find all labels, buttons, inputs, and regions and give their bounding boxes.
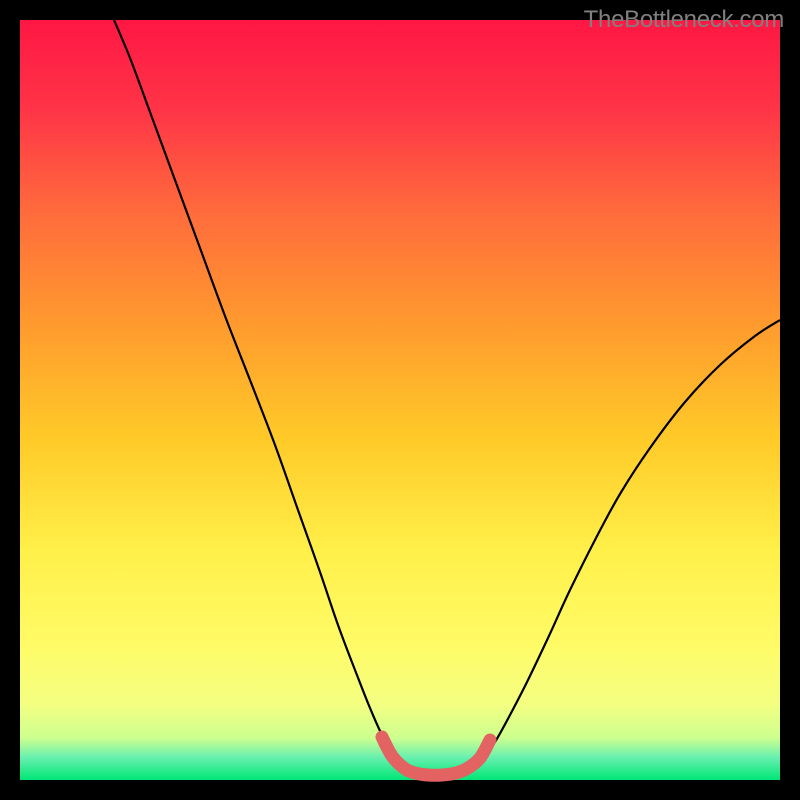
chart-gradient-bg	[20, 20, 780, 780]
watermark-text: TheBottleneck.com	[584, 6, 784, 34]
bottleneck-chart	[0, 0, 800, 800]
chart-container: TheBottleneck.com	[0, 0, 800, 800]
